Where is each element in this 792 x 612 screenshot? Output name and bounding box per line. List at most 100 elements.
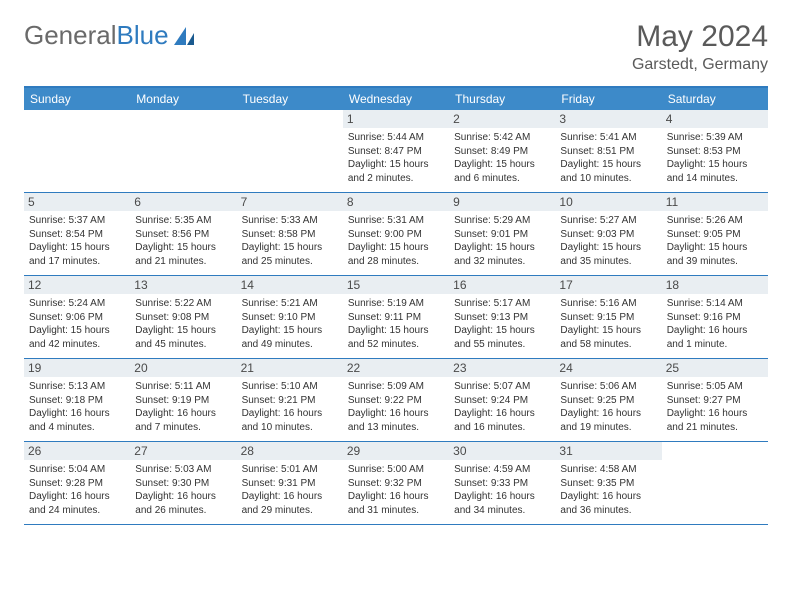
daylight-text: Daylight: 16 hours and 36 minutes. xyxy=(560,490,656,517)
day-cell: 30Sunrise: 4:59 AMSunset: 9:33 PMDayligh… xyxy=(449,442,555,524)
day-info: Sunrise: 5:21 AMSunset: 9:10 PMDaylight:… xyxy=(242,297,338,351)
sunset-text: Sunset: 9:25 PM xyxy=(560,394,656,408)
day-info: Sunrise: 5:37 AMSunset: 8:54 PMDaylight:… xyxy=(29,214,125,268)
day-cell: 17Sunrise: 5:16 AMSunset: 9:15 PMDayligh… xyxy=(555,276,661,358)
sunset-text: Sunset: 9:32 PM xyxy=(348,477,444,491)
daylight-text: Daylight: 15 hours and 14 minutes. xyxy=(667,158,763,185)
day-number: 6 xyxy=(130,193,236,211)
day-number: 15 xyxy=(343,276,449,294)
day-number: 4 xyxy=(662,110,768,128)
day-header: Wednesday xyxy=(343,88,449,110)
day-info: Sunrise: 5:10 AMSunset: 9:21 PMDaylight:… xyxy=(242,380,338,434)
sunset-text: Sunset: 9:13 PM xyxy=(454,311,550,325)
day-number: 5 xyxy=(24,193,130,211)
daylight-text: Daylight: 15 hours and 45 minutes. xyxy=(135,324,231,351)
day-number: 27 xyxy=(130,442,236,460)
day-header: Thursday xyxy=(449,88,555,110)
month-title: May 2024 xyxy=(632,20,768,54)
daylight-text: Daylight: 16 hours and 10 minutes. xyxy=(242,407,338,434)
day-number: 24 xyxy=(555,359,661,377)
day-cell: 3 Sunrise: 5:41 AMSunset: 8:51 PMDaylight… xyxy=(555,110,661,192)
day-number: 3 xyxy=(555,110,661,128)
sunset-text: Sunset: 8:49 PM xyxy=(454,145,550,159)
day-header: Monday xyxy=(130,88,236,110)
sunset-text: Sunset: 9:33 PM xyxy=(454,477,550,491)
logo-text-1: General xyxy=(24,20,117,51)
day-number: 8 xyxy=(343,193,449,211)
sunrise-text: Sunrise: 5:05 AM xyxy=(667,380,763,394)
day-info: Sunrise: 5:22 AMSunset: 9:08 PMDaylight:… xyxy=(135,297,231,351)
day-cell: 16Sunrise: 5:17 AMSunset: 9:13 PMDayligh… xyxy=(449,276,555,358)
day-number: 18 xyxy=(662,276,768,294)
sunset-text: Sunset: 8:58 PM xyxy=(242,228,338,242)
sunrise-text: Sunrise: 5:14 AM xyxy=(667,297,763,311)
week-row: 5 Sunrise: 5:37 AMSunset: 8:54 PMDaylight… xyxy=(24,193,768,276)
sunset-text: Sunset: 9:10 PM xyxy=(242,311,338,325)
daylight-text: Daylight: 15 hours and 17 minutes. xyxy=(29,241,125,268)
day-cell: . xyxy=(662,442,768,524)
sunrise-text: Sunrise: 5:29 AM xyxy=(454,214,550,228)
sunset-text: Sunset: 9:06 PM xyxy=(29,311,125,325)
day-info: Sunrise: 5:04 AMSunset: 9:28 PMDaylight:… xyxy=(29,463,125,517)
daylight-text: Daylight: 15 hours and 28 minutes. xyxy=(348,241,444,268)
sunrise-text: Sunrise: 4:59 AM xyxy=(454,463,550,477)
day-number: 12 xyxy=(24,276,130,294)
day-cell: 31Sunrise: 4:58 AMSunset: 9:35 PMDayligh… xyxy=(555,442,661,524)
logo: GeneralBlue xyxy=(24,20,198,51)
day-cell: 7 Sunrise: 5:33 AMSunset: 8:58 PMDaylight… xyxy=(237,193,343,275)
daylight-text: Daylight: 15 hours and 32 minutes. xyxy=(454,241,550,268)
sunset-text: Sunset: 9:00 PM xyxy=(348,228,444,242)
day-info: Sunrise: 5:24 AMSunset: 9:06 PMDaylight:… xyxy=(29,297,125,351)
day-info: Sunrise: 5:33 AMSunset: 8:58 PMDaylight:… xyxy=(242,214,338,268)
day-cell: 9Sunrise: 5:29 AMSunset: 9:01 PMDaylight… xyxy=(449,193,555,275)
day-number: 28 xyxy=(237,442,343,460)
day-info: Sunrise: 5:01 AMSunset: 9:31 PMDaylight:… xyxy=(242,463,338,517)
sunset-text: Sunset: 9:15 PM xyxy=(560,311,656,325)
daylight-text: Daylight: 15 hours and 58 minutes. xyxy=(560,324,656,351)
sunrise-text: Sunrise: 4:58 AM xyxy=(560,463,656,477)
daylight-text: Daylight: 16 hours and 13 minutes. xyxy=(348,407,444,434)
day-cell: 12 Sunrise: 5:24 AMSunset: 9:06 PMDayligh… xyxy=(24,276,130,358)
day-header: Tuesday xyxy=(237,88,343,110)
day-cell: 23Sunrise: 5:07 AMSunset: 9:24 PMDayligh… xyxy=(449,359,555,441)
week-row: ...1Sunrise: 5:44 AMSunset: 8:47 PMDayli… xyxy=(24,110,768,193)
daylight-text: Daylight: 16 hours and 1 minute. xyxy=(667,324,763,351)
sunset-text: Sunset: 9:16 PM xyxy=(667,311,763,325)
daylight-text: Daylight: 16 hours and 7 minutes. xyxy=(135,407,231,434)
sunrise-text: Sunrise: 5:04 AM xyxy=(29,463,125,477)
day-cell: 8Sunrise: 5:31 AMSunset: 9:00 PMDaylight… xyxy=(343,193,449,275)
day-info: Sunrise: 5:44 AMSunset: 8:47 PMDaylight:… xyxy=(348,131,444,185)
location: Garstedt, Germany xyxy=(632,56,768,74)
day-cell: 29Sunrise: 5:00 AMSunset: 9:32 PMDayligh… xyxy=(343,442,449,524)
day-cell: 27 Sunrise: 5:03 AMSunset: 9:30 PMDayligh… xyxy=(130,442,236,524)
daylight-text: Daylight: 16 hours and 4 minutes. xyxy=(29,407,125,434)
sunrise-text: Sunrise: 5:24 AM xyxy=(29,297,125,311)
sunset-text: Sunset: 8:47 PM xyxy=(348,145,444,159)
sunset-text: Sunset: 9:21 PM xyxy=(242,394,338,408)
week-row: 26 Sunrise: 5:04 AMSunset: 9:28 PMDayligh… xyxy=(24,442,768,525)
day-info: Sunrise: 5:03 AMSunset: 9:30 PMDaylight:… xyxy=(135,463,231,517)
daylight-text: Daylight: 15 hours and 6 minutes. xyxy=(454,158,550,185)
daylight-text: Daylight: 15 hours and 42 minutes. xyxy=(29,324,125,351)
day-cell: 25Sunrise: 5:05 AMSunset: 9:27 PMDayligh… xyxy=(662,359,768,441)
day-info: Sunrise: 5:05 AMSunset: 9:27 PMDaylight:… xyxy=(667,380,763,434)
sunset-text: Sunset: 9:19 PM xyxy=(135,394,231,408)
sunrise-text: Sunrise: 5:26 AM xyxy=(667,214,763,228)
day-cell: 6Sunrise: 5:35 AMSunset: 8:56 PMDaylight… xyxy=(130,193,236,275)
day-info: Sunrise: 5:11 AMSunset: 9:19 PMDaylight:… xyxy=(135,380,231,434)
daylight-text: Daylight: 15 hours and 39 minutes. xyxy=(667,241,763,268)
day-number: 7 xyxy=(237,193,343,211)
weeks-container: ...1Sunrise: 5:44 AMSunset: 8:47 PMDayli… xyxy=(24,110,768,525)
day-number: 26 xyxy=(24,442,130,460)
day-cell: 2Sunrise: 5:42 AMSunset: 8:49 PMDaylight… xyxy=(449,110,555,192)
day-cell: 4Sunrise: 5:39 AMSunset: 8:53 PMDaylight… xyxy=(662,110,768,192)
day-number: 30 xyxy=(449,442,555,460)
sunrise-text: Sunrise: 5:21 AM xyxy=(242,297,338,311)
day-header: Friday xyxy=(555,88,661,110)
day-cell: 15Sunrise: 5:19 AMSunset: 9:11 PMDayligh… xyxy=(343,276,449,358)
day-number: 29 xyxy=(343,442,449,460)
day-info: Sunrise: 5:41 AMSunset: 8:51 PMDaylight:… xyxy=(560,131,656,185)
sunset-text: Sunset: 8:51 PM xyxy=(560,145,656,159)
logo-sail-icon xyxy=(172,25,198,47)
sunrise-text: Sunrise: 5:17 AM xyxy=(454,297,550,311)
